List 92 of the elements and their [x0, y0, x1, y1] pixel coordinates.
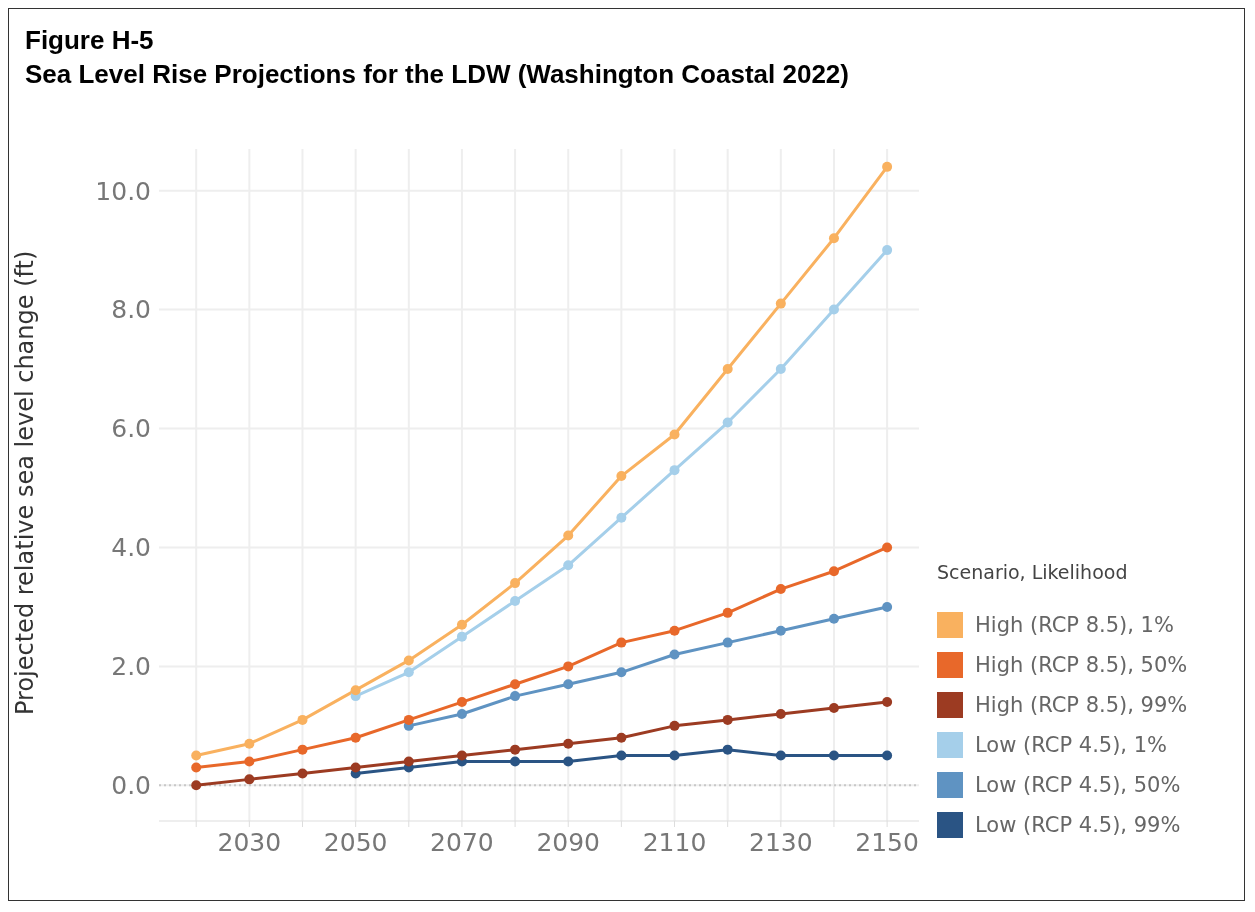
point: [616, 637, 627, 648]
point: [882, 601, 893, 612]
legend-label: High (RCP 8.5), 99%: [975, 693, 1188, 717]
point: [244, 756, 255, 767]
point: [350, 685, 361, 696]
chart-title: Figure H-5: [25, 24, 155, 57]
point: [722, 714, 733, 725]
point: [669, 649, 680, 660]
point: [510, 756, 521, 767]
point: [775, 584, 786, 595]
point: [775, 708, 786, 719]
legend-label: Low (RCP 4.5), 99%: [975, 813, 1181, 837]
point: [882, 750, 893, 761]
point: [510, 744, 521, 755]
point: [616, 512, 627, 523]
point: [191, 780, 202, 791]
point: [563, 661, 574, 672]
point: [456, 619, 467, 630]
point: [882, 697, 893, 708]
y-axis-title: Projected relative sea level change (ft): [10, 250, 39, 715]
x-tick-label: 2090: [536, 827, 601, 857]
x-tick-label: 2050: [323, 827, 388, 857]
point: [722, 744, 733, 755]
y-tick-label: 4.0: [111, 533, 151, 563]
x-tick-label: 2130: [749, 827, 813, 857]
x-tick-label: 2030: [217, 827, 282, 857]
point: [510, 578, 521, 589]
point: [828, 703, 839, 714]
point: [510, 691, 521, 702]
point: [456, 750, 467, 761]
legend-label: Low (RCP 4.5), 1%: [975, 733, 1168, 757]
point: [297, 744, 308, 755]
point: [563, 738, 574, 749]
x-tick-label: 2110: [642, 827, 707, 857]
point: [669, 429, 680, 440]
point: [722, 364, 733, 375]
point: [669, 465, 680, 476]
point: [456, 697, 467, 708]
point: [616, 471, 627, 482]
point: [669, 625, 680, 636]
legend-label: Low (RCP 4.5), 50%: [975, 773, 1181, 797]
point: [563, 679, 574, 690]
point: [616, 667, 627, 678]
point: [828, 233, 839, 244]
point: [563, 530, 574, 541]
point: [456, 708, 467, 719]
point: [828, 566, 839, 577]
y-tick-label: 2.0: [111, 652, 151, 682]
point: [403, 756, 414, 767]
point: [775, 298, 786, 309]
point: [882, 161, 893, 172]
point: [722, 637, 733, 648]
y-tick-label: 8.0: [111, 295, 151, 325]
point: [882, 245, 893, 256]
point: [775, 364, 786, 375]
x-tick-label: 2150: [855, 827, 919, 857]
point: [882, 542, 893, 553]
y-tick-label: 6.0: [111, 414, 151, 444]
point: [510, 595, 521, 606]
legend-title: Scenario, Likelihood: [937, 561, 1129, 583]
legend-label: High (RCP 8.5), 1%: [975, 613, 1174, 637]
legend-label: High (RCP 8.5), 50%: [975, 653, 1188, 677]
point: [563, 560, 574, 571]
y-tick-label: 10.0: [95, 176, 151, 206]
point: [828, 750, 839, 761]
point: [403, 714, 414, 725]
y-tick-label: 0.0: [111, 771, 151, 801]
point: [244, 774, 255, 785]
point: [563, 756, 574, 767]
chart-subtitle: Sea Level Rise Projections for the LDW (Washington Coastal 2022): [25, 58, 850, 91]
point: [403, 667, 414, 678]
point: [616, 732, 627, 743]
point: [244, 738, 255, 749]
point: [191, 762, 202, 773]
point: [403, 655, 414, 666]
point: [456, 631, 467, 642]
point: [722, 607, 733, 618]
point: [350, 732, 361, 743]
point: [722, 417, 733, 428]
point: [828, 304, 839, 315]
point: [510, 679, 521, 690]
point: [669, 750, 680, 761]
point: [669, 720, 680, 731]
point: [775, 625, 786, 636]
x-tick-label: 2070: [430, 827, 494, 857]
point: [350, 762, 361, 773]
point: [616, 750, 627, 761]
point: [828, 613, 839, 624]
point: [297, 768, 308, 779]
point: [191, 750, 202, 761]
point: [775, 750, 786, 761]
point: [297, 714, 308, 725]
